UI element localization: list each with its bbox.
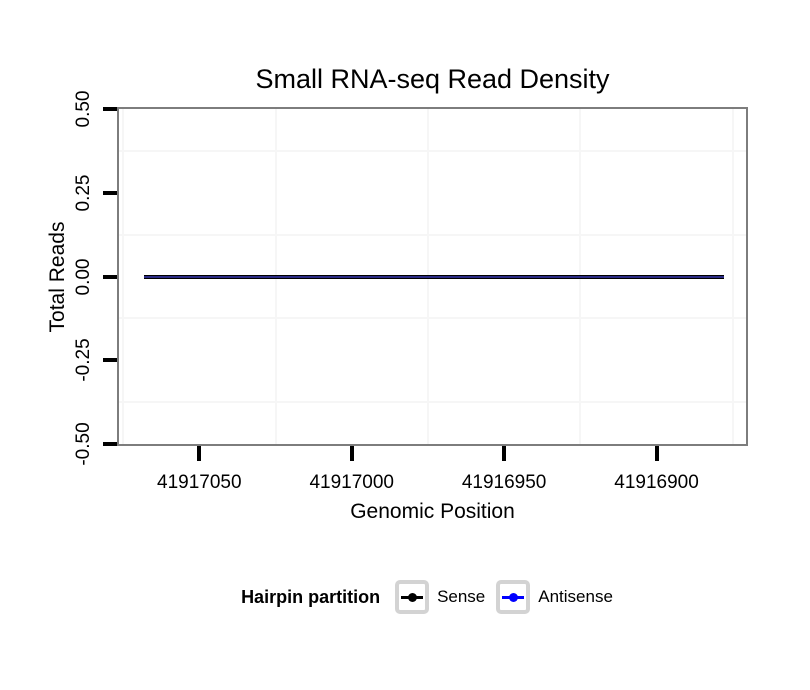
y-tick-mark bbox=[103, 106, 117, 111]
y-tick-label: -0.50 bbox=[73, 422, 94, 466]
x-tick-label: 41916950 bbox=[461, 472, 547, 493]
legend-entry-sense: Sense bbox=[395, 580, 485, 614]
y-tick-mark bbox=[103, 442, 117, 447]
minor-gridline-horizontal bbox=[119, 401, 746, 404]
read-density-line-sense-antisense-overlap bbox=[144, 274, 724, 279]
legend-title: Hairpin partition bbox=[241, 586, 381, 607]
x-tick-label: 41917050 bbox=[157, 472, 242, 493]
key-dot bbox=[508, 592, 518, 602]
minor-gridline-vertical bbox=[122, 109, 125, 444]
minor-gridline-horizontal bbox=[119, 317, 746, 320]
key-dot bbox=[407, 592, 417, 602]
y-tick-mark bbox=[103, 358, 117, 363]
x-tick-label: 41917000 bbox=[309, 472, 394, 493]
x-tick-mark bbox=[502, 446, 507, 461]
x-tick-mark bbox=[654, 446, 659, 461]
legend-label-antisense: Antisense bbox=[538, 587, 613, 606]
plot-panel bbox=[117, 107, 748, 446]
sense-line-point-icon bbox=[395, 580, 430, 614]
chart-title: Small RNA-seq Read Density bbox=[255, 64, 610, 94]
y-tick-mark bbox=[103, 274, 117, 279]
legend-label-sense: Sense bbox=[437, 587, 486, 606]
minor-gridline-vertical bbox=[731, 109, 734, 444]
legend-entry-antisense: Antisense bbox=[496, 580, 613, 614]
y-tick-mark bbox=[103, 190, 117, 195]
y-axis-title: Total Reads bbox=[46, 221, 69, 333]
minor-gridline-horizontal bbox=[119, 149, 746, 152]
minor-gridline-horizontal bbox=[119, 233, 746, 236]
x-tick-mark bbox=[197, 446, 202, 461]
legend: Hairpin partition Sense Antisense bbox=[117, 578, 748, 616]
x-axis-title: Genomic Position bbox=[350, 500, 515, 523]
antisense-line-point-icon bbox=[496, 580, 531, 614]
x-tick-mark bbox=[349, 446, 354, 461]
x-tick-label: 41916900 bbox=[614, 472, 699, 493]
